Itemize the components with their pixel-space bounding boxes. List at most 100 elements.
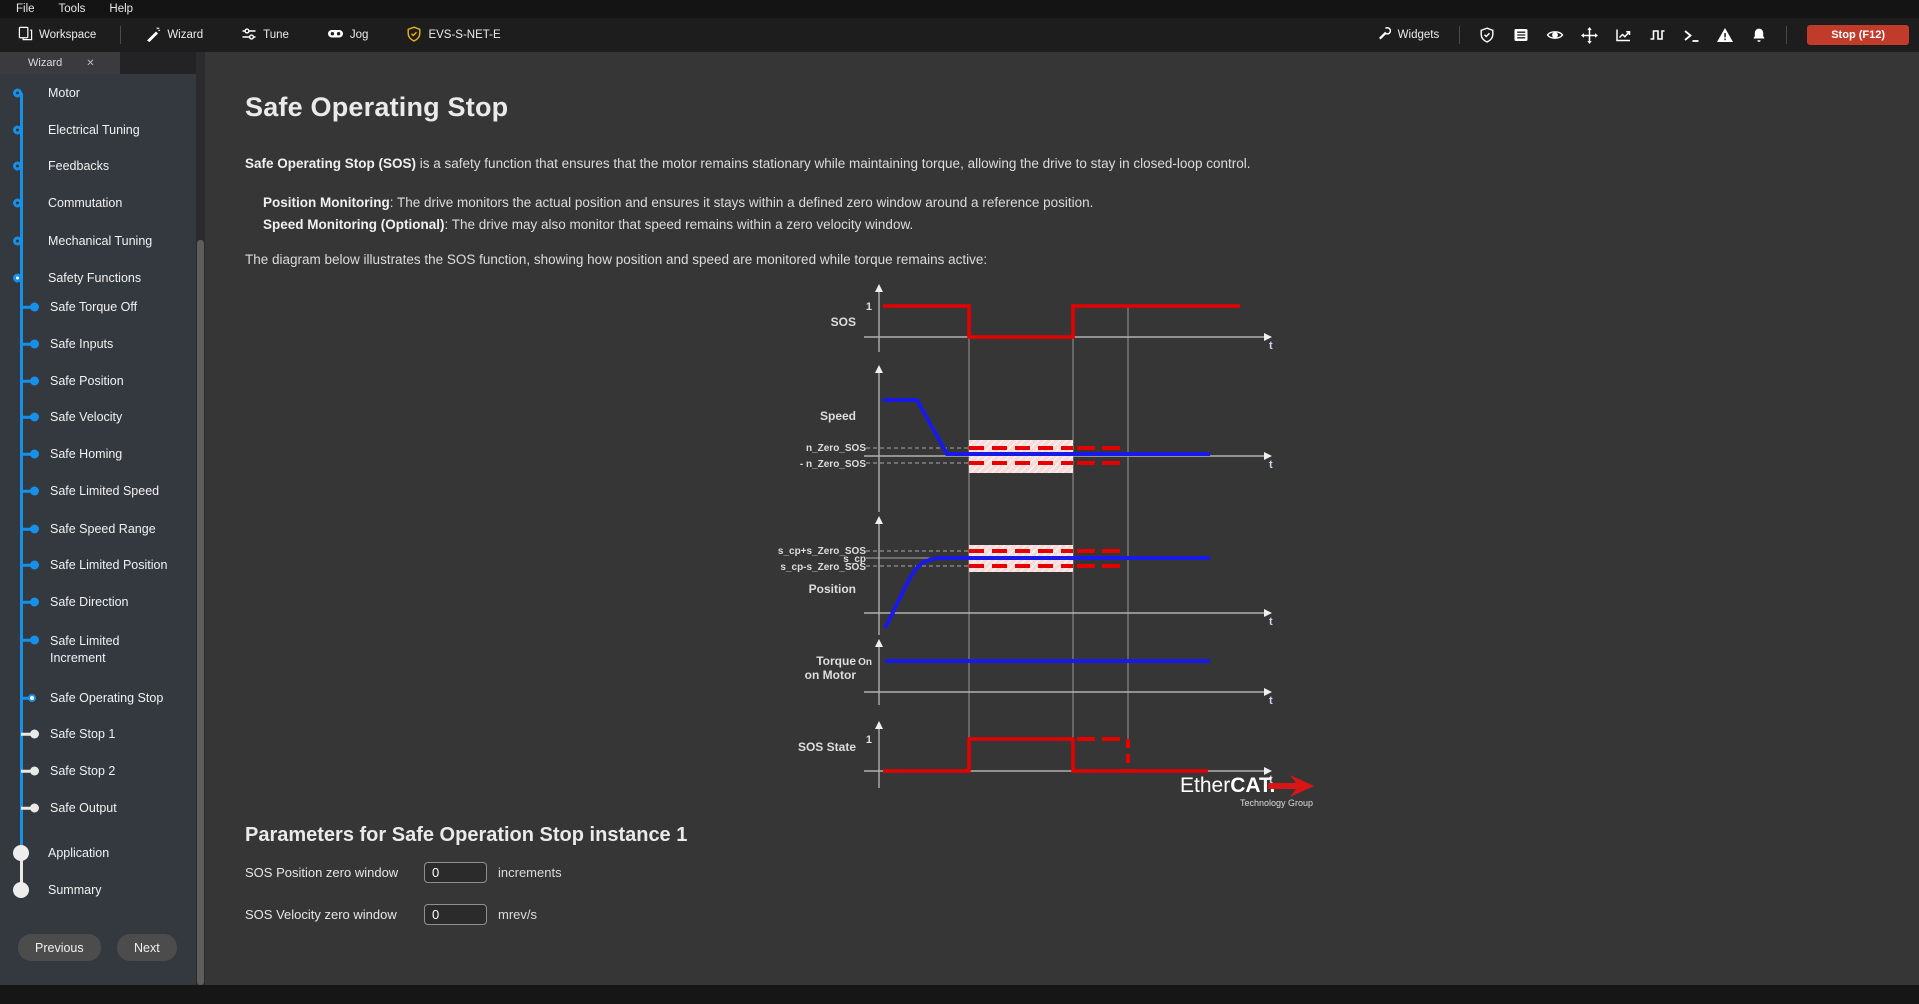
warning-icon[interactable] <box>1710 23 1740 47</box>
menu-file[interactable]: File <box>16 3 35 15</box>
speed-row: Speed n_Zero_SOS - n_Zero_SOS t <box>800 365 1273 512</box>
step-node <box>28 694 36 702</box>
wizard-sidebar: Wizard ✕ Motor Electrical Tuning Feedbac… <box>0 52 196 985</box>
main-content: Safe Operating Stop Safe Operating Stop … <box>205 52 1919 985</box>
workspace-label: Workspace <box>39 29 97 41</box>
scrollbar-thumb[interactable] <box>197 240 204 985</box>
branch-line <box>21 600 34 604</box>
svg-text:t: t <box>1269 774 1273 786</box>
tab-wizard-label: Wizard <box>28 57 63 69</box>
sos-velocity-zero-window-row: SOS Velocity zero window mrev/s <box>245 904 537 925</box>
signal-wave-icon[interactable] <box>1642 23 1672 47</box>
step-node <box>13 198 22 208</box>
step-node <box>30 376 39 386</box>
close-icon[interactable]: ✕ <box>86 57 95 69</box>
sos-timing-diagram: 1 SOS t Speed n_Zero_SOS - n_Z <box>778 284 1314 808</box>
sos-position-zero-window-input[interactable] <box>424 862 487 883</box>
previous-button[interactable]: Previous <box>18 934 101 961</box>
branch-line <box>21 489 34 493</box>
gridlines <box>968 306 1129 771</box>
terminal-icon[interactable] <box>1676 23 1706 47</box>
branch-line <box>21 696 34 700</box>
branch-line <box>21 527 34 531</box>
intro-text: is a safety function that ensures that t… <box>416 156 1251 171</box>
eye-icon[interactable] <box>1540 23 1570 47</box>
torque-row: On Torque on Motor t <box>805 639 1273 707</box>
page-title: Safe Operating Stop <box>245 92 509 122</box>
data-table-icon[interactable] <box>1506 23 1536 47</box>
next-button[interactable]: Next <box>117 934 177 961</box>
svg-text:t: t <box>1269 616 1273 628</box>
step-node <box>30 412 39 422</box>
branch-line <box>21 305 34 309</box>
sos-position-zero-window-unit: increments <box>498 865 562 880</box>
timeline-trunk-blue <box>20 93 23 853</box>
sos-velocity-zero-window-unit: mrev/s <box>498 907 537 922</box>
device-button[interactable]: EVS-S-NET-E <box>398 22 508 49</box>
move-icon[interactable] <box>1574 23 1604 47</box>
branch-line <box>21 379 34 383</box>
speed-zero-window-band <box>969 440 1073 473</box>
trend-chart-icon[interactable] <box>1608 23 1638 47</box>
branch-line <box>21 415 34 419</box>
tune-label: Tune <box>263 29 289 41</box>
toolbar-separator <box>120 26 122 44</box>
sos-velocity-zero-window-input[interactable] <box>424 904 487 925</box>
svg-text:EtherCAT.: EtherCAT. <box>1180 774 1275 797</box>
shield-check-icon[interactable] <box>1472 23 1502 47</box>
speed-monitoring-bold: Speed Monitoring (Optional) <box>263 217 445 232</box>
toolbar-separator <box>1786 26 1788 44</box>
position-row: s_cp+s_Zero_SOS s_cp s_cp-s_Zero_SOS Pos… <box>778 516 1273 635</box>
speed-monitoring-text: : The drive may also monitor that speed … <box>444 217 914 232</box>
jog-gamepad-icon <box>327 26 344 44</box>
step-node <box>13 161 22 171</box>
widgets-button[interactable]: Widgets <box>1369 22 1448 48</box>
timeline-trunk-white <box>20 853 23 890</box>
device-shield-check-icon <box>406 25 422 45</box>
sos-position-zero-window-label: SOS Position zero window <box>245 865 399 880</box>
toolbar-left-group: Workspace Wizard Tune Jog EVS-S-NET-E <box>10 22 509 49</box>
svg-text:s_cp-s_Zero_SOS: s_cp-s_Zero_SOS <box>780 562 866 573</box>
step-node <box>30 449 39 459</box>
branch-line <box>21 769 34 773</box>
sos-state-row: 1 SOS State t <box>798 721 1273 788</box>
step-node <box>30 524 39 534</box>
position-monitoring-bold: Position Monitoring <box>263 195 390 210</box>
ethercat-arrow-icon <box>1268 775 1314 797</box>
toolbar-separator <box>1459 26 1461 44</box>
step-node <box>13 125 22 135</box>
step-node <box>30 729 39 739</box>
workspace-icon <box>18 26 33 44</box>
svg-text:t: t <box>1269 459 1273 471</box>
step-node <box>30 803 39 813</box>
svg-text:1: 1 <box>866 734 872 746</box>
widgets-label: Widgets <box>1397 29 1440 41</box>
tab-strip: Wizard ✕ <box>0 52 196 74</box>
wrench-icon <box>1377 26 1392 44</box>
menu-tools[interactable]: Tools <box>58 3 86 15</box>
step-node <box>30 635 39 645</box>
branch-line <box>21 452 34 456</box>
stop-button[interactable]: Stop (F12) <box>1807 25 1909 45</box>
vertical-scrollbar[interactable] <box>196 52 205 985</box>
toolbar: Workspace Wizard Tune Jog EVS-S-NET-E Wi… <box>0 18 1919 52</box>
step-node <box>30 560 39 570</box>
branch-line <box>21 732 34 736</box>
svg-text:t: t <box>1269 340 1273 352</box>
tab-wizard[interactable]: Wizard ✕ <box>0 52 120 74</box>
speed-monitoring-line: Speed Monitoring (Optional): The drive m… <box>263 214 1093 236</box>
svg-text:s_cp+s_Zero_SOS: s_cp+s_Zero_SOS <box>778 546 866 557</box>
svg-text:t: t <box>1269 695 1273 707</box>
svg-text:- n_Zero_SOS: - n_Zero_SOS <box>800 459 866 470</box>
svg-text:Speed: Speed <box>820 409 856 423</box>
step-node <box>30 339 39 349</box>
menu-help[interactable]: Help <box>109 3 134 15</box>
workspace-button[interactable]: Workspace <box>10 22 104 48</box>
svg-text:Torque: Torque <box>816 654 856 668</box>
wizard-button[interactable]: Wizard <box>137 22 211 49</box>
tune-button[interactable]: Tune <box>233 22 297 49</box>
jog-button[interactable]: Jog <box>319 22 377 48</box>
bell-icon[interactable] <box>1744 23 1774 47</box>
svg-text:n_Zero_SOS: n_Zero_SOS <box>806 443 866 454</box>
menu-bar: File Tools Help <box>0 0 1919 18</box>
